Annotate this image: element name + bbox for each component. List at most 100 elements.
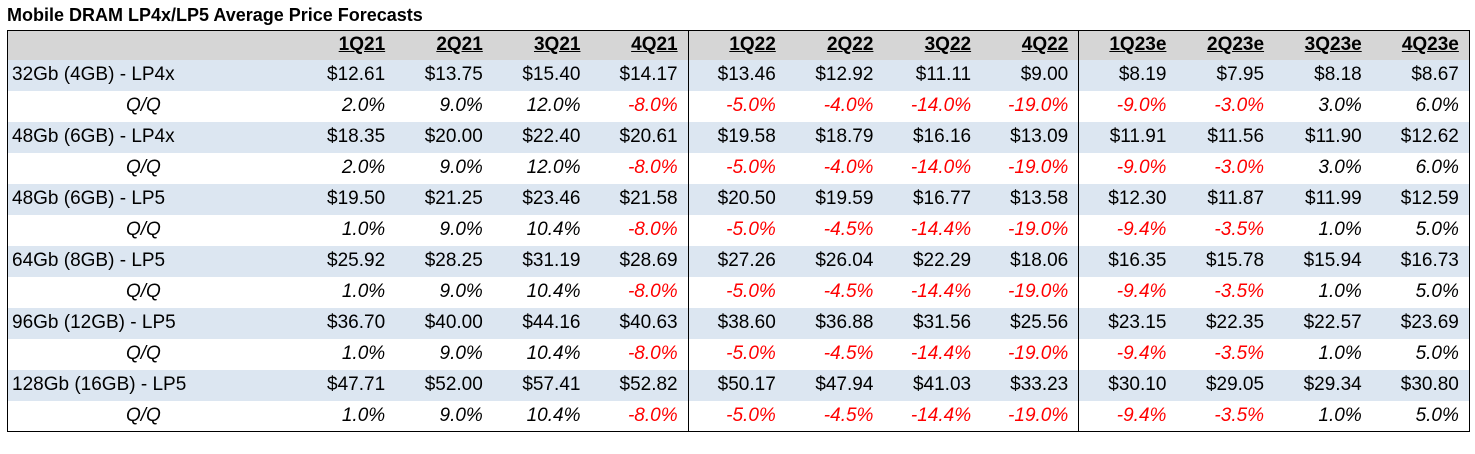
column-header-3q21: 3Q21	[492, 30, 591, 60]
qq-cell: -19.0%	[981, 400, 1080, 432]
price-cell: $44.16	[492, 307, 591, 339]
qq-label: Q/Q	[7, 90, 298, 122]
qq-cell: -4.0%	[785, 152, 884, 184]
qq-cell: -5.0%	[688, 276, 786, 308]
qq-cell: -4.5%	[785, 214, 884, 246]
qq-cell: -19.0%	[981, 214, 1080, 246]
qq-cell: 6.0%	[1371, 152, 1470, 184]
qq-cell: -8.0%	[590, 152, 689, 184]
qq-label: Q/Q	[7, 276, 298, 308]
qq-cell: 2.0%	[297, 90, 396, 122]
qq-cell: -8.0%	[590, 276, 689, 308]
qq-cell: -8.0%	[590, 338, 689, 370]
price-cell: $15.94	[1274, 245, 1372, 277]
qq-cell: 9.0%	[395, 152, 493, 184]
row-label: 48Gb (6GB) - LP4x	[7, 121, 298, 153]
price-cell: $11.91	[1078, 121, 1177, 153]
price-cell: $26.04	[785, 245, 884, 277]
qq-cell: -14.4%	[883, 400, 982, 432]
qq-cell: -3.5%	[1176, 400, 1275, 432]
qq-cell: -19.0%	[981, 276, 1080, 308]
price-cell: $47.71	[297, 369, 396, 401]
column-header-4q22: 4Q22	[981, 30, 1080, 60]
qq-cell: 3.0%	[1274, 90, 1372, 122]
qq-cell: -19.0%	[981, 90, 1080, 122]
table-row-price: 48Gb (6GB) - LP4x $18.35 $20.00 $22.40 $20.6…	[7, 121, 1470, 153]
price-cell: $9.00	[981, 59, 1080, 91]
price-cell: $7.95	[1176, 59, 1275, 91]
price-cell: $22.57	[1274, 307, 1372, 339]
qq-cell: 1.0%	[297, 214, 396, 246]
price-cell: $29.34	[1274, 369, 1372, 401]
qq-cell: -8.0%	[590, 400, 689, 432]
qq-cell: 10.4%	[492, 276, 591, 308]
price-cell: $11.90	[1274, 121, 1372, 153]
price-cell: $13.58	[981, 183, 1080, 215]
qq-cell: -4.5%	[785, 338, 884, 370]
qq-label: Q/Q	[7, 152, 298, 184]
qq-cell: -9.0%	[1078, 90, 1177, 122]
qq-cell: 1.0%	[1274, 276, 1372, 308]
price-cell: $28.25	[395, 245, 493, 277]
qq-cell: -5.0%	[688, 214, 786, 246]
price-forecast-table: 1Q21 2Q21 3Q21 4Q21 1Q22 2Q22 3Q22 4Q22 1Q23e 2Q2…	[7, 30, 1470, 432]
price-cell: $13.75	[395, 59, 493, 91]
qq-cell: -3.5%	[1176, 276, 1275, 308]
price-cell: $23.69	[1371, 307, 1470, 339]
price-cell: $16.73	[1371, 245, 1470, 277]
price-cell: $13.09	[981, 121, 1080, 153]
price-cell: $33.23	[981, 369, 1080, 401]
price-cell: $14.17	[590, 59, 689, 91]
price-cell: $21.58	[590, 183, 689, 215]
qq-cell: -14.4%	[883, 276, 982, 308]
column-header-2q23e: 2Q23e	[1176, 30, 1275, 60]
price-cell: $12.61	[297, 59, 396, 91]
price-cell: $22.29	[883, 245, 982, 277]
table-row-price: 64Gb (8GB) - LP5 $25.92 $28.25 $31.19 $28.69…	[7, 245, 1470, 277]
price-cell: $30.10	[1078, 369, 1177, 401]
price-cell: $20.50	[688, 183, 786, 215]
price-cell: $21.25	[395, 183, 493, 215]
qq-cell: 6.0%	[1371, 90, 1470, 122]
table-row-price: 48Gb (6GB) - LP5 $19.50 $21.25 $23.46 $21.58…	[7, 183, 1470, 215]
qq-cell: 9.0%	[395, 90, 493, 122]
price-cell: $20.00	[395, 121, 493, 153]
table-row-price: 32Gb (4GB) - LP4x $12.61 $13.75 $15.40 $14.1…	[7, 59, 1470, 91]
price-cell: $13.46	[688, 59, 786, 91]
price-cell: $8.67	[1371, 59, 1470, 91]
column-header-1q22: 1Q22	[688, 30, 786, 60]
qq-cell: -9.0%	[1078, 152, 1177, 184]
qq-cell: 9.0%	[395, 338, 493, 370]
table-row-qq: Q/Q 1.0% 9.0% 10.4% -8.0% -5.0% -4.5% -14.4% -19…	[7, 338, 1470, 370]
price-cell: $31.56	[883, 307, 982, 339]
qq-cell: -14.4%	[883, 338, 982, 370]
row-label: 64Gb (8GB) - LP5	[7, 245, 298, 277]
qq-cell: -3.0%	[1176, 90, 1275, 122]
price-cell: $22.35	[1176, 307, 1275, 339]
price-cell: $25.92	[297, 245, 396, 277]
qq-cell: -8.0%	[590, 90, 689, 122]
price-cell: $50.17	[688, 369, 786, 401]
qq-cell: 9.0%	[395, 400, 493, 432]
price-cell: $52.00	[395, 369, 493, 401]
price-cell: $11.11	[883, 59, 982, 91]
price-cell: $19.59	[785, 183, 884, 215]
column-header-2q21: 2Q21	[395, 30, 493, 60]
column-header-3q23e: 3Q23e	[1274, 30, 1372, 60]
qq-cell: 5.0%	[1371, 338, 1470, 370]
qq-cell: 2.0%	[297, 152, 396, 184]
qq-cell: -8.0%	[590, 214, 689, 246]
price-cell: $8.18	[1274, 59, 1372, 91]
qq-cell: -19.0%	[981, 338, 1080, 370]
table-row-qq: Q/Q 1.0% 9.0% 10.4% -8.0% -5.0% -4.5% -14.4% -19…	[7, 214, 1470, 246]
price-cell: $52.82	[590, 369, 689, 401]
qq-cell: 10.4%	[492, 400, 591, 432]
qq-cell: 1.0%	[1274, 338, 1372, 370]
price-cell: $40.63	[590, 307, 689, 339]
qq-cell: -3.5%	[1176, 214, 1275, 246]
price-cell: $30.80	[1371, 369, 1470, 401]
row-label: 96Gb (12GB) - LP5	[7, 307, 298, 339]
price-cell: $16.77	[883, 183, 982, 215]
price-cell: $36.88	[785, 307, 884, 339]
qq-cell: 10.4%	[492, 214, 591, 246]
